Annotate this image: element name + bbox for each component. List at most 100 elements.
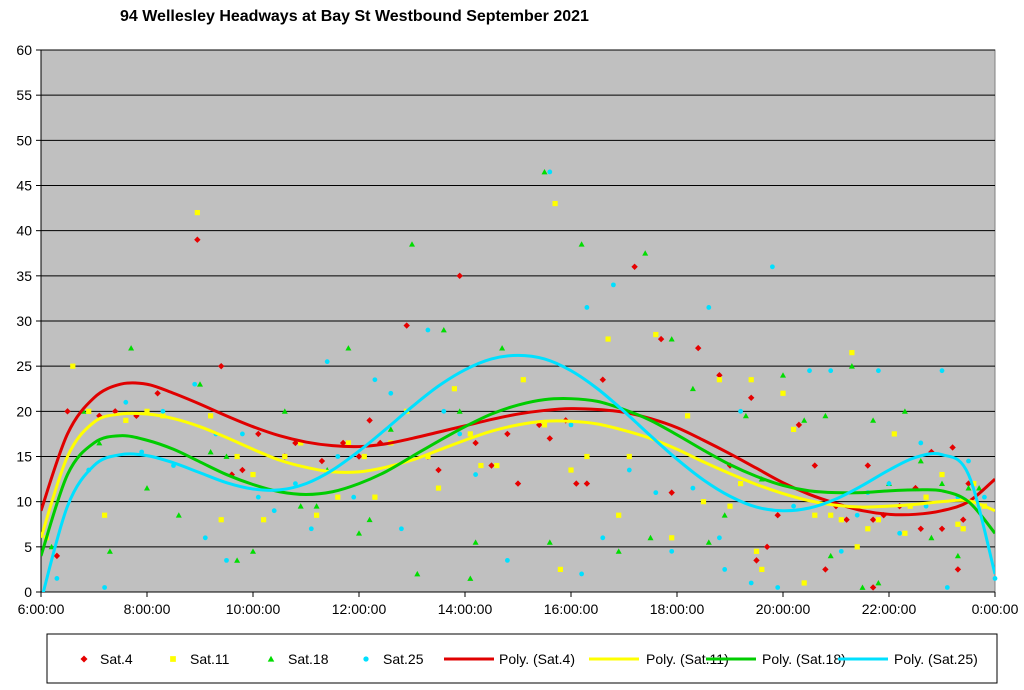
sat-4-point (864, 462, 871, 469)
y-tick-label: 15 (16, 449, 32, 465)
sat-18-point (578, 241, 585, 247)
sat-11-point (314, 512, 320, 518)
sat-4-point (53, 552, 61, 560)
sat-11-point (584, 453, 590, 460)
poly-sat-4-trendline (41, 381, 995, 517)
sat-11-point (738, 481, 744, 487)
sat-25-point (653, 490, 659, 496)
sat-4-point (218, 362, 225, 370)
sat-11-point (753, 548, 760, 554)
sat-11-point (494, 462, 500, 469)
sat-18-point (297, 503, 304, 509)
sat-11-point (144, 408, 150, 414)
sat-18-point (822, 412, 829, 419)
sat-18-point (409, 241, 415, 247)
sat-25-point (706, 305, 712, 310)
sat-11-point (557, 566, 563, 573)
poly-sat-11-trendline (41, 411, 995, 539)
sat-25-point (399, 526, 404, 532)
sat-11-point (838, 517, 844, 523)
sat-25-point (568, 422, 574, 428)
sat-25-point (271, 508, 277, 514)
sat-18-point (440, 327, 447, 333)
sat-25-point (255, 494, 261, 500)
sat-11-point (626, 453, 632, 460)
sat-11-point (102, 512, 108, 518)
sat-4-point (255, 430, 262, 438)
x-tick-label: 10:00:00 (226, 601, 281, 617)
sat-11-point (552, 200, 558, 207)
sat-11-point (372, 494, 378, 500)
y-tick-label: 20 (16, 403, 32, 419)
sat-18-point (414, 570, 421, 577)
sat-18-point (901, 408, 908, 414)
sat-4-point (599, 376, 606, 383)
sat-18-point (859, 584, 866, 590)
sat-11-point (759, 566, 765, 573)
y-tick-label: 55 (16, 87, 32, 103)
x-tick-label: 14:00:00 (438, 601, 493, 617)
sat-25-point (876, 368, 881, 374)
x-tick-label: 22:00:00 (862, 601, 917, 617)
sat-18-point (928, 534, 935, 541)
sat-25-point (192, 381, 198, 387)
sat-11-point (716, 377, 722, 383)
sat-18-point (96, 439, 103, 446)
sat-25-point (992, 576, 998, 581)
y-tick-label: 25 (16, 358, 32, 374)
sat-11-point (282, 453, 288, 460)
sat-25-point (854, 512, 860, 518)
sat-18-point (387, 426, 394, 432)
sat-25-point (738, 408, 743, 414)
x-tick-label: 8:00:00 (124, 601, 171, 617)
sat-18-point (801, 417, 808, 423)
sat-4-point (748, 394, 755, 401)
x-tick-label: 6:00:00 (18, 601, 65, 617)
sat-18-point (827, 552, 834, 559)
sat-11-point (902, 530, 908, 536)
sat-18-point (499, 345, 506, 351)
sat-11-point (234, 453, 240, 460)
sat-4-point (668, 489, 675, 496)
sat-11-point (865, 526, 871, 532)
y-tick-label: 60 (16, 42, 32, 58)
sat-4-point (811, 462, 818, 469)
sat-25-point (579, 571, 584, 577)
sat-18-point (875, 579, 882, 586)
sat-11-point (700, 499, 707, 505)
sat-18-point (939, 480, 945, 486)
sat-25-point (690, 485, 696, 491)
sat-4-point (843, 516, 850, 523)
legend-swatch-sat-25 (363, 656, 369, 662)
sat-11-point (425, 453, 431, 460)
sat-4-point (573, 480, 580, 487)
sat-4-point (774, 512, 781, 519)
sat-18-point (234, 557, 241, 563)
sat-18-point (546, 539, 553, 545)
sat-11-point (86, 408, 92, 414)
sat-25-point (584, 305, 590, 310)
legend-label-sat-11: Sat.11 (190, 651, 230, 667)
sat-4-point (435, 466, 442, 474)
sat-18-point (647, 534, 654, 541)
sat-4-point (583, 480, 591, 487)
sat-11-point (748, 377, 754, 383)
sat-4-point (318, 457, 326, 465)
sat-4-point (403, 322, 410, 329)
sat-25-point (669, 548, 675, 554)
sat-11-point (218, 517, 224, 523)
sat-18-point (742, 412, 749, 419)
y-tick-label: 10 (16, 494, 32, 510)
sat-18-point (615, 548, 622, 554)
sat-18-point (223, 453, 230, 459)
sat-4-point (194, 236, 201, 243)
sat-25-point (770, 264, 775, 270)
y-tick-label: 45 (16, 178, 32, 194)
sat-25-point (240, 431, 245, 437)
sat-25-point (886, 481, 892, 486)
poly-sat-25-trendline (41, 353, 995, 592)
sat-4-point (355, 453, 363, 460)
sat-25-point (324, 359, 330, 365)
sat-18-point (106, 548, 113, 554)
